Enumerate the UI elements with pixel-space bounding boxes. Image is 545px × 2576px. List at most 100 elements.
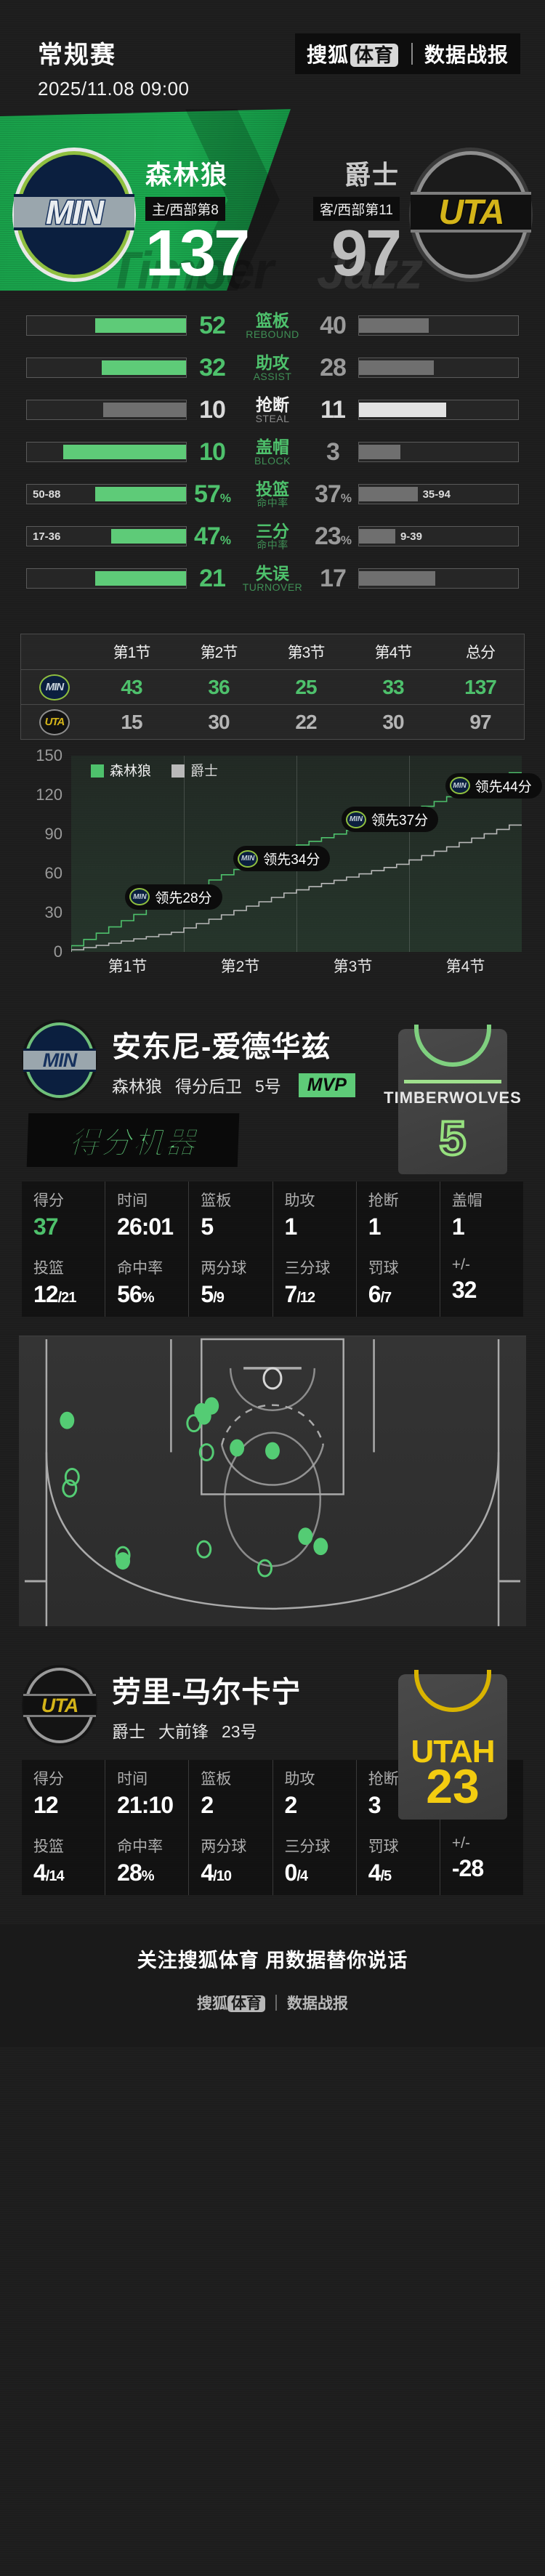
- player-stat-value: 12/21: [33, 1281, 76, 1307]
- y-axis-tick: 60: [44, 864, 62, 882]
- stat-sub: /10: [213, 1868, 232, 1884]
- player-stat-cell: 罚球 6/7: [355, 1249, 440, 1317]
- stat-label-en: STEAL: [255, 412, 290, 424]
- player-stat-cell: 两分球 5/9: [188, 1249, 272, 1317]
- legend-item: 爵士: [171, 760, 218, 780]
- quarter-table-row: UTA 15 30 22 30 97: [21, 704, 524, 739]
- season-label: 常规赛: [38, 41, 116, 69]
- player-stat-value: 5/9: [201, 1281, 224, 1307]
- chart-plot-area: MIN 领先28分 MIN 领先34分 MIN 领先37分 MIN 领先44分: [71, 756, 542, 952]
- mvp-team-logo: MIN: [23, 1022, 96, 1098]
- second-team-logo: UTA: [23, 1668, 96, 1743]
- quarter-header-cell: 第1节: [113, 645, 151, 661]
- chart-annotation: MIN 领先34分: [233, 846, 331, 872]
- away-stat-fill: [359, 571, 436, 586]
- quarter-score-cell: 30: [382, 710, 404, 733]
- player-stat-cell: +/- -28: [439, 1828, 523, 1895]
- player-stat-value: 6/7: [368, 1281, 392, 1307]
- home-stat-bar: [26, 315, 187, 336]
- home-stat-detail: 17-36: [33, 530, 61, 543]
- second-number: 23号: [222, 1722, 257, 1741]
- player-stat-cell: 两分球 4/10: [188, 1828, 272, 1895]
- footer-brand[interactable]: 搜狐 体育 数据战报: [0, 1992, 545, 2014]
- shot-marker-missed: [186, 1414, 202, 1433]
- stat-label-cn: 失误: [256, 563, 289, 583]
- game-datetime: 2025/11.08 09:00: [38, 78, 190, 100]
- player-stat-cell: 盖帽 1: [439, 1182, 523, 1249]
- home-stat-value: 21: [199, 564, 226, 592]
- page-header: 常规赛 2025/11.08 09:00 搜狐 体育 数据战报: [0, 0, 545, 109]
- player-stat-key: 助攻: [284, 1192, 315, 1209]
- home-logo-band: MIN: [14, 193, 134, 233]
- away-stat-value: 11: [320, 395, 346, 424]
- player-stat-value: 12: [33, 1792, 59, 1818]
- player-stat-cell: 助攻 2: [272, 1760, 356, 1828]
- away-stat-value: 3: [326, 437, 340, 466]
- mvp-badge: MVP: [298, 1073, 355, 1097]
- shot-marker-made: [313, 1538, 328, 1556]
- stat-label-en: 命中率: [257, 538, 288, 551]
- quarter-score-table: 第1节 第2节 第3节 第4节 总分 MIN 43 36 25 33 137 UTA 15 30 22 3…: [20, 634, 525, 740]
- away-team-block: 爵士 客/西部第11 97: [312, 154, 402, 286]
- player-stat-key: 抢断: [368, 1771, 399, 1788]
- home-stat-bar: [26, 568, 187, 589]
- chart-y-axis: 0 30 60 90 120 150: [15, 746, 67, 961]
- stat-label-en: TURNOVER: [242, 581, 303, 593]
- player-stat-key: 罚球: [368, 1260, 399, 1277]
- shot-marker-made: [230, 1439, 245, 1457]
- stat-row: 10 盖帽 BLOCK 3: [26, 436, 519, 468]
- legend-swatch-icon: [171, 764, 185, 778]
- legend-label: 森林狼: [110, 764, 152, 779]
- player-stat-cell: 投篮 12/21: [22, 1249, 105, 1317]
- annotation-text: 领先37分: [371, 813, 429, 829]
- stat-row: 17-36 47% 三分 命中率 23% 9-39: [26, 520, 519, 552]
- home-stat-fill: [111, 529, 186, 544]
- player-stat-value: 1: [284, 1214, 298, 1240]
- player-stat-cell: 时间 21:10: [105, 1760, 188, 1828]
- quarter-header-cell: 总分: [466, 645, 496, 661]
- score-progression-chart: 森林狼 爵士 0 30 60 90 120 150 MIN 领先28分 MIN 领先34分 …: [15, 746, 542, 981]
- team-badge-icon: MIN: [39, 674, 70, 700]
- home-stat-value: 10: [199, 395, 226, 424]
- away-stat-value: 28: [320, 353, 347, 381]
- player-stat-cell: 命中率 56%: [105, 1249, 188, 1317]
- away-stat-value: 23%: [315, 522, 352, 550]
- stat-label: 投篮 命中率: [238, 480, 307, 509]
- home-team-name: 森林狼: [145, 160, 229, 190]
- mvp-banner: 得分机器: [26, 1113, 240, 1167]
- stat-label: 抢断 STEAL: [238, 395, 307, 424]
- team-stats-list: 52 篮板 REBOUND 40 32 助攻 ASSIST 28: [0, 291, 545, 618]
- mvp-player-header: MIN 安东尼-爱德华兹 森林狼 得分后卫 5号 MVP TIMBERWOLVE…: [0, 1020, 545, 1174]
- quarter-table-header: 第1节 第2节 第3节 第4节 总分: [21, 634, 524, 669]
- second-stats-grid: 得分 12 时间 21:10 篮板 2 助攻 2 抢断 3 盖帽 0 投篮 4/…: [22, 1760, 523, 1895]
- second-player-name: 劳里-马尔卡宁: [112, 1676, 302, 1708]
- away-stat-bar: 35-94: [358, 484, 519, 504]
- brand-right-text: 数据战报: [424, 44, 509, 66]
- shot-marker-made: [265, 1442, 280, 1460]
- player-stat-key: 抢断: [368, 1192, 399, 1209]
- player-stat-cell: 抢断 3: [355, 1760, 440, 1828]
- player-stat-cell: 三分球 7/12: [272, 1249, 356, 1317]
- player-stat-key: 两分球: [201, 1838, 247, 1855]
- stat-row: 52 篮板 REBOUND 40: [26, 310, 519, 342]
- away-stat-bar: [358, 568, 519, 589]
- second-player-card: UTA 劳里-马尔卡宁 爵士 大前锋 23号 UTAH 23 得分 12 时间: [0, 1645, 545, 1895]
- shot-marker-missed: [196, 1540, 212, 1559]
- brand-divider: [411, 43, 413, 65]
- stat-sub: %: [141, 1868, 155, 1884]
- player-stat-cell: 篮板 5: [188, 1182, 272, 1249]
- away-logo-band: UTA: [411, 192, 531, 233]
- player-stat-value: 28%: [117, 1860, 155, 1886]
- legend-label: 爵士: [190, 764, 219, 779]
- player-stat-key: 得分: [33, 1771, 64, 1788]
- brand-logo[interactable]: 搜狐 体育 数据战报: [294, 33, 520, 74]
- player-stat-value: 4/14: [33, 1860, 65, 1886]
- away-stat-bar: [358, 358, 519, 378]
- away-stat-detail: 9-39: [400, 530, 422, 543]
- stat-label-cn: 篮板: [256, 310, 289, 330]
- annotation-text: 领先44分: [475, 779, 532, 795]
- away-stat-fill: [359, 403, 447, 417]
- quarter-score-cell: 15: [121, 710, 142, 733]
- player-stat-cell: 三分球 0/4: [272, 1828, 356, 1895]
- shot-marker-missed: [198, 1443, 214, 1462]
